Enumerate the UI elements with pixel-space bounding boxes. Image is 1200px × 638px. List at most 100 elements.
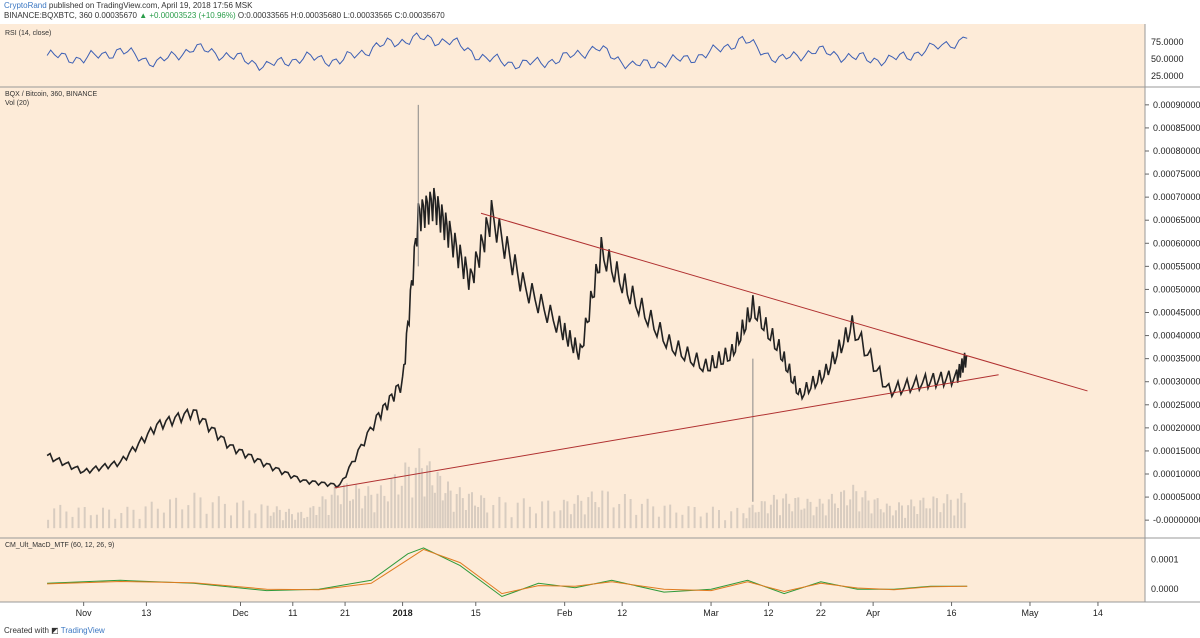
volume-bar <box>114 518 117 529</box>
volume-bar <box>852 484 855 529</box>
volume-bar <box>393 474 396 529</box>
volume-bar <box>102 507 104 529</box>
volume-bar <box>788 503 791 529</box>
volume-bar <box>452 511 455 529</box>
time-tick-label: 21 <box>340 608 350 618</box>
volume-bar <box>364 495 367 529</box>
volume-bar <box>242 500 245 529</box>
volume-bar <box>751 504 754 529</box>
time-tick-label: Nov <box>76 608 93 618</box>
volume-bar <box>898 502 900 529</box>
volume-bar <box>132 509 135 529</box>
volume-bar <box>248 510 251 529</box>
volume-bar <box>504 502 507 529</box>
volume-bar <box>187 505 190 529</box>
volume-bar <box>510 517 513 529</box>
volume-bar <box>833 503 836 529</box>
price-axis-background <box>1145 24 1200 602</box>
volume-bar <box>288 508 290 529</box>
volume-bar <box>699 516 702 529</box>
volume-bar <box>629 499 632 529</box>
volume-bar <box>894 510 897 529</box>
volume-bar <box>919 500 922 529</box>
chart-canvas[interactable]: RSI (14, close) 75.0000 50.0000 25.0000 BQX … <box>0 24 1200 624</box>
volume-bar <box>426 465 429 529</box>
volume-bar <box>573 503 576 529</box>
time-tick-label: Mar <box>703 608 719 618</box>
volume-bar <box>760 501 763 529</box>
time-axis-background <box>0 602 1200 624</box>
volume-bar <box>812 515 815 529</box>
volume-bar <box>431 485 434 529</box>
volume-bar <box>223 503 226 529</box>
volume-bar <box>303 518 306 529</box>
price-tick-label: 0.00065000 <box>1153 215 1200 225</box>
time-tick-label: 14 <box>1093 608 1103 618</box>
volume-bar <box>383 495 386 529</box>
volume-bar <box>597 507 600 529</box>
volume-bar <box>284 511 287 529</box>
volume-bar <box>400 485 403 529</box>
volume-bar <box>827 499 830 529</box>
volume-bar <box>361 508 364 529</box>
volume-bar <box>566 501 569 529</box>
price-tick-label: 0.00040000 <box>1153 331 1200 341</box>
price-tick-label: -0.00000000 <box>1153 515 1200 525</box>
volume-bar <box>681 514 684 529</box>
volume-bar <box>776 499 778 529</box>
volume-bar <box>477 507 480 529</box>
volume-bar <box>580 500 583 529</box>
volume-bar <box>272 512 275 529</box>
volume-bar <box>559 510 562 529</box>
volume-bar <box>404 462 407 529</box>
volume-bar <box>205 513 208 529</box>
time-tick-label: 11 <box>288 608 297 618</box>
volume-bar <box>623 494 626 529</box>
volume-bar <box>236 502 239 529</box>
price-title: BQX / Bitcoin, 360, BINANCE <box>5 91 98 98</box>
volume-bar <box>455 494 458 529</box>
volume-bar <box>815 506 818 529</box>
time-tick-label: 16 <box>947 608 957 618</box>
volume-bar <box>956 498 959 529</box>
tradingview-brand[interactable]: TradingView <box>60 626 105 635</box>
macd-tick-label: 0.0000 <box>1151 584 1179 594</box>
volume-bar <box>126 506 129 529</box>
publish-line: CryptoRand published on TradingView.com,… <box>4 1 252 10</box>
price-tick-label: 0.00015000 <box>1153 446 1200 456</box>
volume-bar <box>297 512 300 529</box>
volume-bar <box>464 510 467 529</box>
volume-bar <box>266 505 269 529</box>
volume-bar <box>418 448 421 529</box>
volume-bar <box>687 506 690 529</box>
volume-bar <box>528 506 531 529</box>
volume-bar <box>855 491 858 529</box>
volume-bar <box>498 496 501 529</box>
volume-bar <box>318 506 321 529</box>
volume-bar <box>162 512 165 529</box>
volume-bar <box>818 498 821 529</box>
volume-bar <box>870 513 873 529</box>
volume-bar <box>925 508 928 529</box>
price-tick-label: 0.00090000 <box>1153 100 1200 110</box>
volume-bar <box>891 515 894 529</box>
last-price: 0.00035670 <box>94 11 137 20</box>
chart-header: CryptoRand published on TradingView.com,… <box>0 0 1200 24</box>
price-line <box>46 187 968 489</box>
volume-bar <box>800 509 803 529</box>
time-tick-label: 15 <box>471 608 481 618</box>
publish-info: published on TradingView.com, April 19, … <box>46 1 253 10</box>
volume-bar <box>939 512 942 529</box>
volume-bar <box>675 512 678 529</box>
volume-bar <box>358 488 361 529</box>
volume-bar <box>635 514 638 529</box>
time-tick-label: May <box>1021 608 1039 618</box>
volume-bar <box>324 499 327 529</box>
volume-bar <box>291 514 293 529</box>
volume-bar <box>407 466 410 529</box>
symbol-name: BINANCE:BQXBTC, 360 <box>4 11 95 20</box>
created-with-text: Created with <box>4 626 49 635</box>
volume-bar <box>791 511 794 529</box>
volume-bar <box>864 490 867 529</box>
author-link[interactable]: CryptoRand <box>4 1 47 10</box>
